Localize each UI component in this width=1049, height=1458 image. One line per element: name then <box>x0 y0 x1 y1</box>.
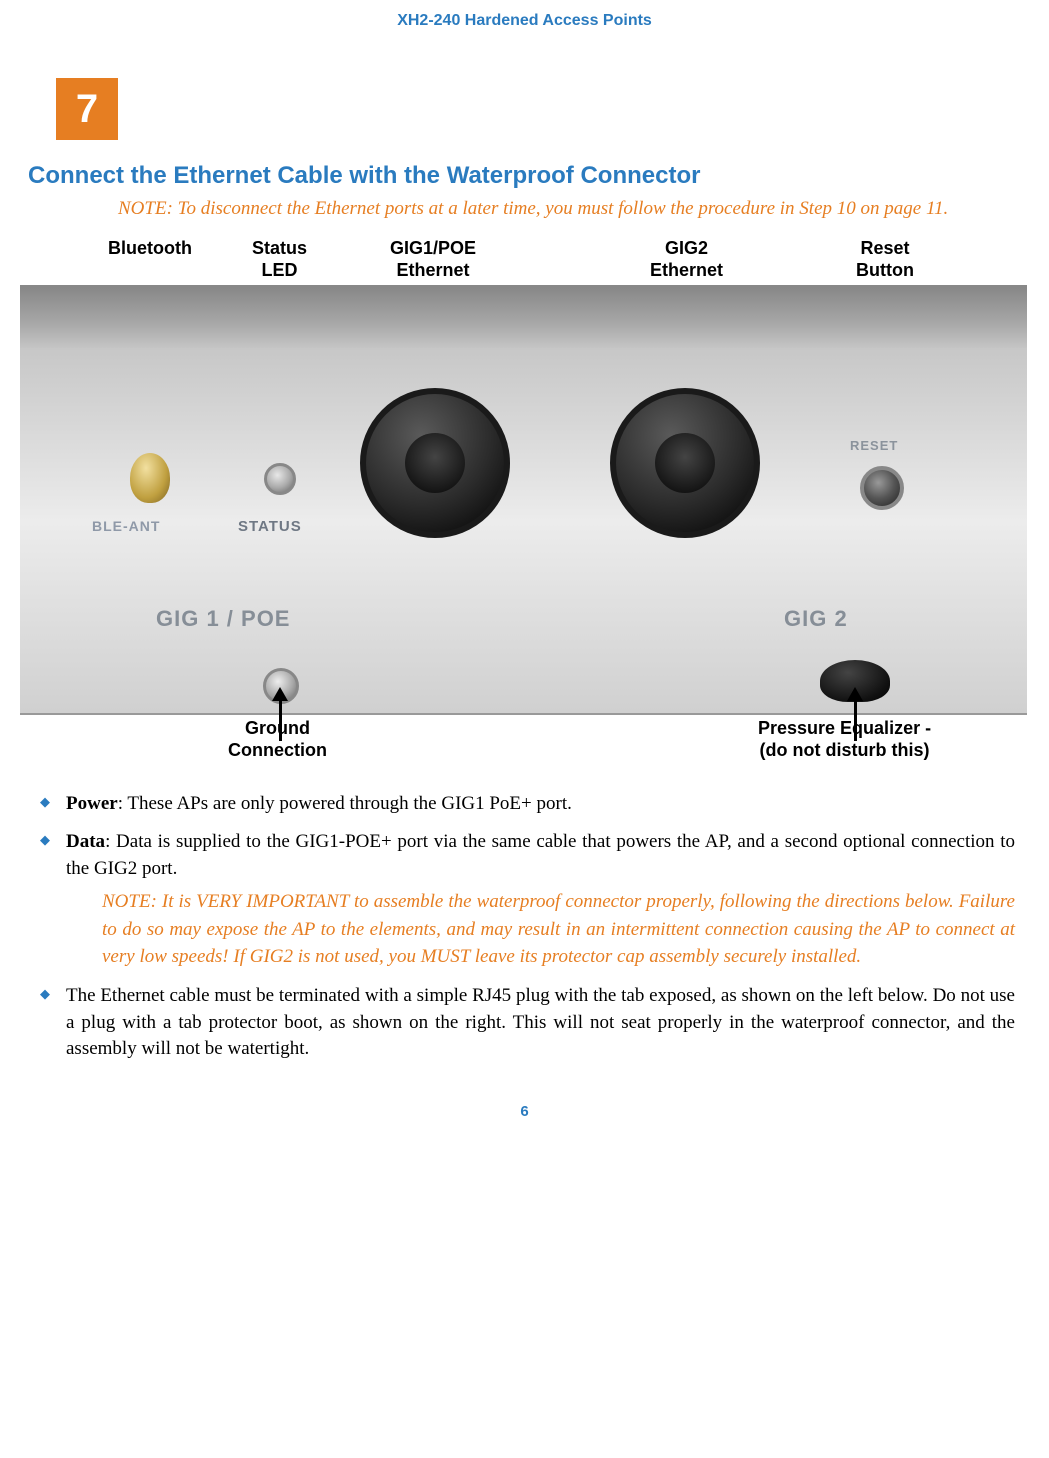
label-pressure: Pressure Equalizer - (do not disturb thi… <box>758 717 931 762</box>
label-ground: Ground Connection <box>228 717 327 762</box>
bullet-ethernet: The Ethernet cable must be terminated wi… <box>34 983 1015 1063</box>
reset-button <box>860 466 904 510</box>
diagram-bottom-labels: Ground Connection Pressure Equalizer - (… <box>20 689 1027 773</box>
bullet-power-label: Power <box>66 793 118 814</box>
device-text-reset: RESET <box>850 438 898 453</box>
bullet-list: Power: These APs are only powered throug… <box>28 791 1021 1063</box>
bullet-data: Data: Data is supplied to the GIG1-POE+ … <box>34 829 1015 971</box>
device-text-gig2: GIG 2 <box>784 606 848 632</box>
section-title: Connect the Ethernet Cable with the Wate… <box>28 162 1021 190</box>
section-number-badge: 7 <box>56 78 118 140</box>
device-image: BLE-ANT STATUS GIG 1 / POE GIG 2 RESET <box>20 285 1027 715</box>
device-text-gig1: GIG 1 / POE <box>156 606 290 632</box>
label-reset: Reset Button <box>856 237 914 282</box>
page-header-title: XH2-240 Hardened Access Points <box>0 0 1049 38</box>
bullet-power: Power: These APs are only powered throug… <box>34 791 1015 818</box>
bullet-data-text: : Data is supplied to the GIG1-POE+ port… <box>66 831 1015 879</box>
label-gig1-poe: GIG1/POE Ethernet <box>390 237 476 282</box>
bullet-data-note: NOTE: It is VERY IMPORTANT to assemble t… <box>102 888 1015 971</box>
label-status-led: Status LED <box>252 237 307 282</box>
bullet-data-label: Data <box>66 831 105 852</box>
diagram-container: Bluetooth Status LED GIG1/POE Ethernet G… <box>20 237 1027 773</box>
gig2-connector <box>610 388 760 538</box>
gig1-connector <box>360 388 510 538</box>
device-text-ble: BLE-ANT <box>92 518 160 534</box>
device-text-status: STATUS <box>238 518 302 535</box>
bluetooth-connector <box>130 453 170 503</box>
page-number: 6 <box>0 1103 1049 1134</box>
bullet-power-text: : These APs are only powered through the… <box>118 793 572 814</box>
label-bluetooth: Bluetooth <box>108 237 192 260</box>
diagram-top-labels: Bluetooth Status LED GIG1/POE Ethernet G… <box>20 237 1027 285</box>
section-note: NOTE: To disconnect the Ethernet ports a… <box>118 196 1021 223</box>
status-led <box>264 463 296 495</box>
bullet-ethernet-text: The Ethernet cable must be terminated wi… <box>66 985 1015 1059</box>
label-gig2: GIG2 Ethernet <box>650 237 723 282</box>
